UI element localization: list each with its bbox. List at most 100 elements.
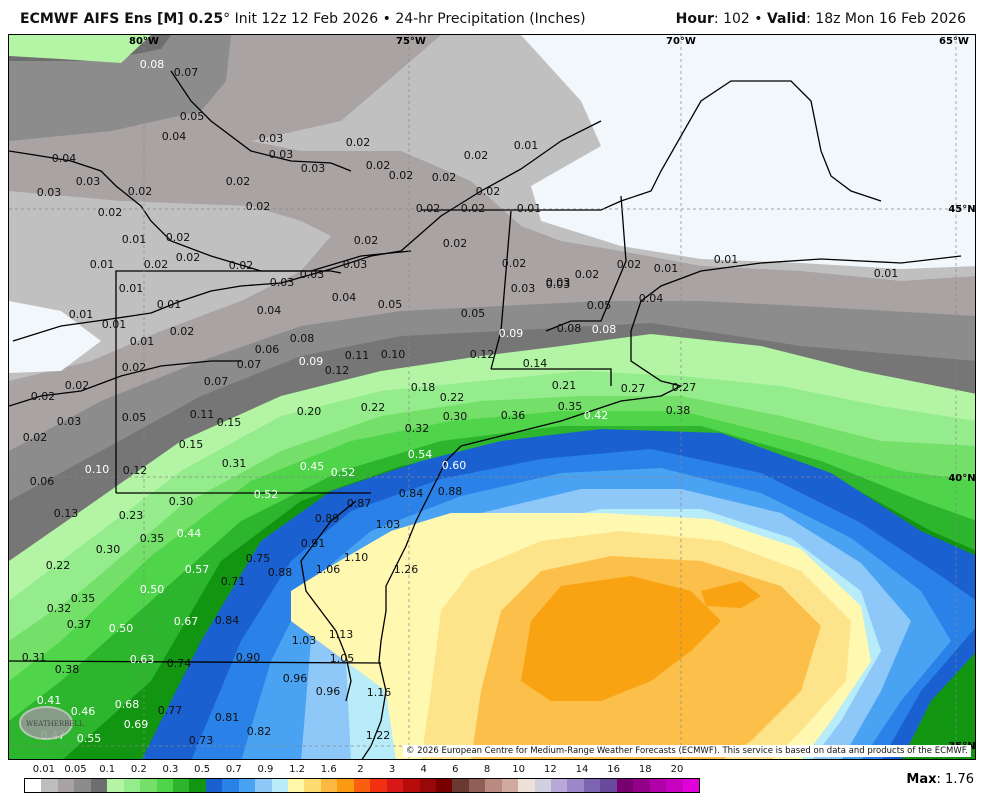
point-value-label: 0.84 (399, 487, 424, 500)
precip-band-0.05-nw (9, 35, 231, 141)
point-value-label: 0.52 (331, 466, 356, 479)
grid-label: 65°W (939, 36, 969, 47)
point-value-label: 0.04 (162, 130, 187, 143)
point-value-label: 0.01 (157, 298, 182, 311)
colorbar-tick-label: 0.1 (99, 764, 116, 775)
grid-label: 45°N (948, 204, 975, 215)
colorbar-swatch (288, 779, 305, 792)
point-value-label: 0.08 (592, 323, 617, 336)
colorbar-tick-label: 14 (575, 764, 589, 775)
point-value-label: 0.02 (122, 361, 147, 374)
colorbar-swatch (140, 779, 157, 792)
point-value-label: 0.22 (46, 559, 71, 572)
point-value-label: 0.02 (23, 431, 48, 444)
max-number: 1.76 (945, 772, 974, 787)
colorbar-tick-label: 6 (452, 764, 459, 775)
point-value-label: 0.30 (443, 410, 468, 423)
point-value-label: 0.13 (54, 507, 79, 520)
colorbar-tick-label: 0.7 (225, 764, 242, 775)
point-value-label: 0.55 (77, 732, 102, 745)
point-value-label: 0.35 (71, 592, 96, 605)
vt-nh-border (490, 210, 512, 370)
coastlines-borders (9, 70, 962, 759)
point-value-label: 0.05 (461, 307, 486, 320)
point-value-label: 0.96 (283, 672, 308, 685)
point-value-label: 0.30 (169, 495, 194, 508)
point-value-label: 0.50 (109, 622, 134, 635)
point-value-label: 0.73 (189, 734, 214, 747)
colorbar-swatch (600, 779, 617, 792)
point-value-label: 0.01 (122, 233, 147, 246)
point-value-label: 0.02 (416, 202, 441, 215)
point-value-label: 0.11 (345, 349, 370, 362)
point-value-label: 0.35 (558, 400, 583, 413)
colorbar-tick-label: 0.01 (32, 764, 55, 775)
point-value-label: 0.01 (119, 282, 144, 295)
point-value-label: 0.88 (438, 485, 463, 498)
point-value-label: 0.01 (874, 267, 899, 280)
colorbar-tick-label: 2 (357, 764, 364, 775)
point-value-label: 1.03 (376, 518, 401, 531)
colorbar-tick-label: 1.2 (289, 764, 306, 775)
point-value-label: 0.96 (316, 685, 341, 698)
point-value-label: 0.27 (621, 382, 646, 395)
pa-ny-border (115, 270, 342, 493)
colorbar-swatch (633, 779, 650, 792)
point-value-label: 0.02 (346, 136, 371, 149)
point-value-label: 0.68 (115, 698, 140, 711)
colorbar-tick-label: 0.9 (257, 764, 274, 775)
point-value-label: 0.44 (177, 527, 202, 540)
point-value-label: 0.84 (215, 614, 240, 627)
nh-me-border (545, 195, 627, 332)
point-value-label: 0.04 (52, 152, 77, 165)
point-value-label: 0.12 (123, 464, 148, 477)
point-value-label: 0.04 (332, 291, 357, 304)
colorbar-swatch (666, 779, 683, 792)
copyright-notice: © 2026 European Centre for Medium-Range … (402, 745, 971, 757)
colorbar-swatch (452, 779, 469, 792)
point-value-label: 0.02 (65, 379, 90, 392)
degree-symbol: ° (223, 11, 231, 27)
colorbar-swatch (567, 779, 584, 792)
point-value-label: 0.71 (221, 575, 246, 588)
point-value-label: 0.05 (122, 411, 147, 424)
colorbar-tick-label: 0.3 (162, 764, 179, 775)
point-value-label: 0.05 (587, 299, 612, 312)
point-value-label: 0.01 (130, 335, 155, 348)
point-value-label: 0.02 (461, 202, 486, 215)
colorbar-swatch (386, 779, 404, 792)
point-value-label: 0.11 (190, 408, 215, 421)
colorbar-tick-label: 16 (607, 764, 621, 775)
point-value-label: 0.02 (31, 390, 56, 403)
colorbar-swatch (255, 779, 272, 792)
point-value-label: 1.05 (330, 652, 355, 665)
point-value-label: 0.03 (343, 258, 368, 271)
point-value-label: 0.02 (246, 200, 271, 213)
colorbar-swatch (123, 779, 141, 792)
va-nc-border (9, 660, 382, 664)
forecast-hour: 102 (723, 11, 750, 27)
precip-band-0.1-nw (9, 35, 151, 63)
point-value-label: 0.02 (229, 259, 254, 272)
point-value-label: 0.03 (300, 268, 325, 281)
point-value-label: 0.15 (217, 416, 242, 429)
point-value-label: 0.02 (98, 206, 123, 219)
separator: • (382, 11, 391, 27)
point-value-label: 0.02 (432, 171, 457, 184)
valid-label: Valid (766, 11, 807, 27)
colorbar-swatch (649, 779, 667, 792)
colorbar-swatch (189, 779, 206, 792)
precip-band-1.6-b (701, 581, 761, 608)
point-value-label: 0.01 (69, 308, 94, 321)
colorbar-tick-label: 8 (483, 764, 491, 775)
point-value-label: 0.03 (301, 162, 326, 175)
point-value-label: 0.75 (246, 552, 271, 565)
point-value-label: 0.10 (85, 463, 110, 476)
point-value-label: 0.37 (67, 618, 92, 631)
point-value-label: 0.03 (259, 132, 284, 145)
point-value-label: 0.01 (654, 262, 679, 275)
point-value-label: 1.16 (367, 686, 392, 699)
point-value-label: 0.02 (366, 159, 391, 172)
point-value-label: 0.54 (408, 448, 433, 461)
weatherbell-logo: WEATHERBELL (19, 706, 84, 740)
